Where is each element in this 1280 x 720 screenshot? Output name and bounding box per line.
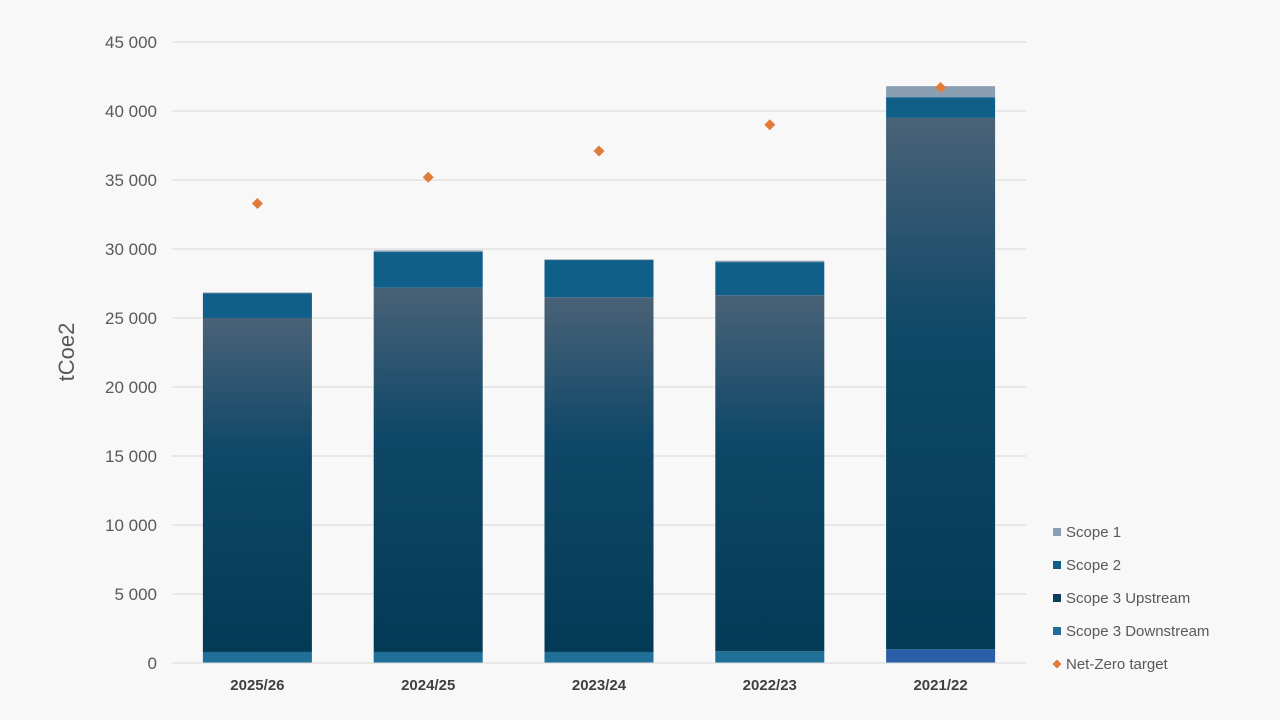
bar-scope-2 [544,260,654,298]
net-zero-marker [764,119,776,131]
y-tick-label: 15 000 [105,447,157,466]
bar-scope-3-downstream [202,651,312,663]
bar-scope-3-upstream [373,287,483,652]
net-zero-marker [935,82,947,94]
bar-scope-3-upstream [202,318,312,652]
y-axis-title: tCoe2 [54,323,79,382]
y-tick-label: 30 000 [105,240,157,259]
bar-scope-3-upstream [544,297,654,652]
bar-scope-2 [373,251,483,288]
net-zero-marker [251,197,263,209]
bar-scope-1 [202,292,312,294]
legend-swatch [1052,659,1062,669]
x-axis-labels: 2025/26 2024/25 2023/24 2022/23 2021/22 [230,677,967,694]
bar-scope-3-downstream [544,651,654,663]
y-tick-label: 20 000 [105,378,157,397]
bar-scope-2 [202,293,312,318]
x-tick-label: 2021/22 [913,677,967,694]
x-tick-label: 2023/24 [572,677,627,694]
bar-scope-3-upstream [886,117,996,650]
bar-scope-1 [544,259,654,261]
y-tick-label: 35 000 [105,171,157,190]
bar-scope-1 [373,250,483,252]
legend-swatch [1053,528,1061,536]
bar-scope-3-downstream [715,651,825,663]
y-axis-ticks: 0 5 000 10 000 15 000 20 000 25 000 30 000 35 0… [105,33,157,673]
legend-label: Scope 2 [1066,557,1121,574]
y-tick-label: 45 000 [105,33,157,52]
x-tick-label: 2024/25 [401,677,455,694]
bar-scope-3-downstream [373,651,483,663]
y-tick-label: 0 [148,654,157,673]
legend-label: Scope 3 Upstream [1066,590,1190,607]
bars [202,86,996,663]
y-tick-label: 5 000 [114,585,157,604]
x-tick-label: 2022/23 [743,677,797,694]
y-tick-label: 40 000 [105,102,157,121]
legend: Scope 1 Scope 2 Scope 3 Upstream Scope 3 Do… [1052,524,1209,673]
legend-label: Scope 1 [1066,524,1121,541]
bar-scope-3-downstream [886,649,996,663]
bar-scope-2 [886,97,996,118]
legend-label: Scope 3 Downstream [1066,623,1209,640]
bar-scope-2 [715,262,825,296]
legend-swatch [1053,594,1061,602]
bar-scope-3-upstream [715,295,825,652]
net-zero-marker [593,145,605,157]
legend-label: Net-Zero target [1066,656,1169,673]
net-zero-markers [251,82,947,209]
x-tick-label: 2025/26 [230,677,284,694]
y-tick-label: 25 000 [105,309,157,328]
y-tick-label: 10 000 [105,516,157,535]
legend-swatch [1053,561,1061,569]
net-zero-marker [422,171,434,183]
bar-scope-1 [715,260,825,263]
legend-swatch [1053,627,1061,635]
